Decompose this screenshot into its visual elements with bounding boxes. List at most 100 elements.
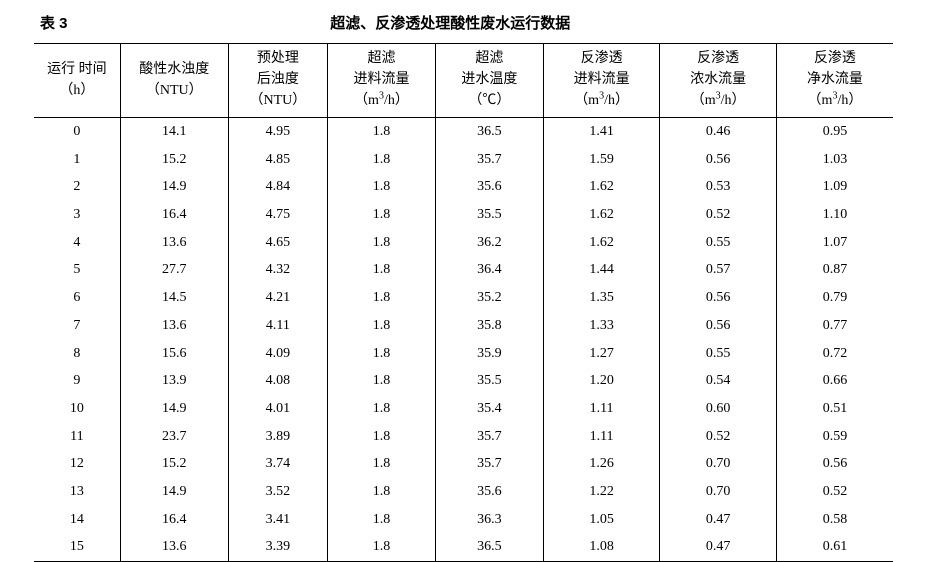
- cell: 1.10: [776, 201, 893, 229]
- cell: 13.6: [120, 312, 228, 340]
- col-header-text: 超滤: [475, 51, 503, 66]
- cell: 1.8: [328, 423, 436, 451]
- cell: 1.8: [328, 367, 436, 395]
- cell: 5: [34, 256, 120, 284]
- cell: 0.56: [660, 312, 777, 340]
- cell: 0.56: [660, 146, 777, 174]
- col-header-ro-concentrate-flow: 反渗透 浓水流量 （m3/h）: [660, 44, 777, 118]
- cell: 0.47: [660, 533, 777, 561]
- cell: 10: [34, 395, 120, 423]
- cell: 36.5: [435, 533, 543, 561]
- cell: 14.9: [120, 173, 228, 201]
- cell: 1.11: [543, 395, 660, 423]
- cell: 0.58: [776, 506, 893, 534]
- cell: 15.2: [120, 146, 228, 174]
- cell: 35.6: [435, 478, 543, 506]
- table-head: 运行 时间 （h） 酸性水浊度 （NTU） 预处理 后浊度 （NTU） 超滤 进…: [34, 44, 893, 118]
- cell: 35.7: [435, 450, 543, 478]
- cell: 35.7: [435, 423, 543, 451]
- cell: 4.21: [228, 284, 327, 312]
- cell: 0.59: [776, 423, 893, 451]
- cell: 1.33: [543, 312, 660, 340]
- col-header-acid-turbidity: 酸性水浊度 （NTU）: [120, 44, 228, 118]
- table-row: 1014.94.011.835.41.110.600.51: [34, 395, 893, 423]
- cell: 14.1: [120, 118, 228, 146]
- cell: 0.87: [776, 256, 893, 284]
- header-row: 运行 时间 （h） 酸性水浊度 （NTU） 预处理 后浊度 （NTU） 超滤 进…: [34, 44, 893, 118]
- cell: 14.5: [120, 284, 228, 312]
- col-header-text: 预处理: [257, 51, 299, 66]
- cell: 0.77: [776, 312, 893, 340]
- cell: 1.8: [328, 173, 436, 201]
- table-row: 1513.63.391.836.51.080.470.61: [34, 533, 893, 561]
- cell: 35.6: [435, 173, 543, 201]
- cell: 15.6: [120, 340, 228, 368]
- col-header-unit: （m3/h）: [808, 93, 863, 108]
- col-header-text: 反渗透: [697, 51, 739, 66]
- cell: 0.56: [776, 450, 893, 478]
- cell: 0.57: [660, 256, 777, 284]
- cell: 1.8: [328, 256, 436, 284]
- cell: 15: [34, 533, 120, 561]
- cell: 0.55: [660, 229, 777, 257]
- cell: 0.79: [776, 284, 893, 312]
- col-header-text: 进水温度: [461, 72, 517, 87]
- col-header-text: 进料流量: [574, 72, 630, 87]
- cell: 1.44: [543, 256, 660, 284]
- cell: 0: [34, 118, 120, 146]
- cell: 35.4: [435, 395, 543, 423]
- cell: 1.07: [776, 229, 893, 257]
- cell: 35.5: [435, 201, 543, 229]
- col-header-text: 净水流量: [807, 72, 863, 87]
- table-row: 815.64.091.835.91.270.550.72: [34, 340, 893, 368]
- cell: 1.09: [776, 173, 893, 201]
- cell: 1.8: [328, 450, 436, 478]
- cell: 36.4: [435, 256, 543, 284]
- cell: 13: [34, 478, 120, 506]
- page: 表 3 超滤、反渗透处理酸性废水运行数据 运行 时间 （h） 酸性水浊度 （NT…: [0, 0, 927, 550]
- cell: 1.8: [328, 395, 436, 423]
- cell: 35.9: [435, 340, 543, 368]
- cell: 36.2: [435, 229, 543, 257]
- table-body: 014.14.951.836.51.410.460.95115.24.851.8…: [34, 118, 893, 562]
- cell: 16.4: [120, 201, 228, 229]
- cell: 0.55: [660, 340, 777, 368]
- cell: 1: [34, 146, 120, 174]
- cell: 4.01: [228, 395, 327, 423]
- cell: 1.8: [328, 533, 436, 561]
- col-header-text: 进料流量: [353, 72, 409, 87]
- cell: 0.53: [660, 173, 777, 201]
- cell: 4.65: [228, 229, 327, 257]
- cell: 3.41: [228, 506, 327, 534]
- cell: 1.27: [543, 340, 660, 368]
- cell: 0.56: [660, 284, 777, 312]
- cell: 8: [34, 340, 120, 368]
- cell: 1.8: [328, 506, 436, 534]
- cell: 1.08: [543, 533, 660, 561]
- cell: 6: [34, 284, 120, 312]
- cell: 0.66: [776, 367, 893, 395]
- cell: 13.6: [120, 533, 228, 561]
- col-header-text: 运行 时间: [47, 62, 107, 77]
- table-row: 413.64.651.836.21.620.551.07: [34, 229, 893, 257]
- cell: 14.9: [120, 395, 228, 423]
- cell: 13.9: [120, 367, 228, 395]
- col-header-text: 后浊度: [257, 72, 299, 87]
- col-header-unit: （m3/h）: [574, 93, 629, 108]
- col-header-runtime: 运行 时间 （h）: [34, 44, 120, 118]
- cell: 1.59: [543, 146, 660, 174]
- cell: 1.03: [776, 146, 893, 174]
- cell: 0.60: [660, 395, 777, 423]
- col-header-unit: （m3/h）: [691, 93, 746, 108]
- col-header-text: 反渗透: [581, 51, 623, 66]
- cell: 1.8: [328, 118, 436, 146]
- table-row: 1314.93.521.835.61.220.700.52: [34, 478, 893, 506]
- cell: 16.4: [120, 506, 228, 534]
- col-header-unit: （NTU）: [249, 93, 306, 108]
- cell: 4: [34, 229, 120, 257]
- cell: 35.7: [435, 146, 543, 174]
- col-header-uf-feed-flow: 超滤 进料流量 （m3/h）: [328, 44, 436, 118]
- cell: 23.7: [120, 423, 228, 451]
- cell: 1.8: [328, 229, 436, 257]
- cell: 1.26: [543, 450, 660, 478]
